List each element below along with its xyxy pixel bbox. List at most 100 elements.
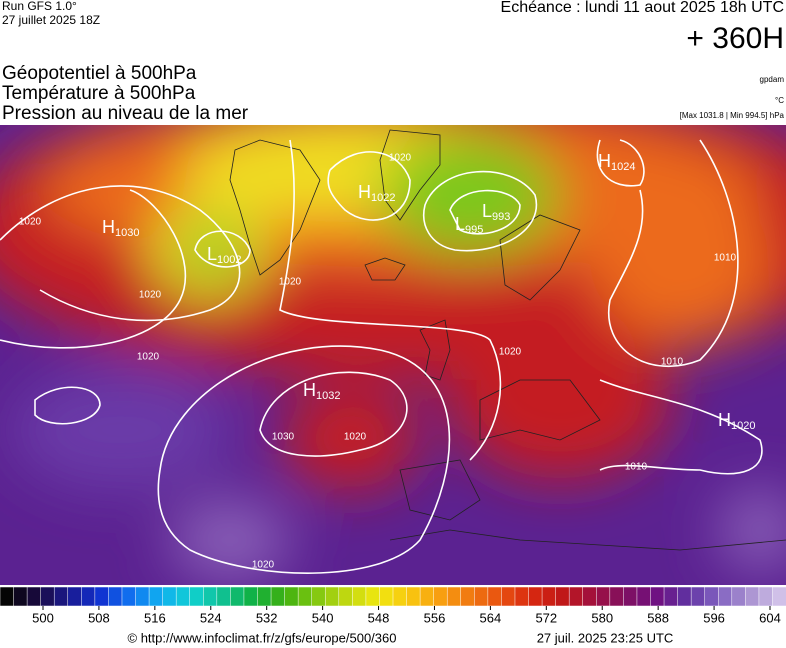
colorbar-tick-label: 588 xyxy=(647,610,669,625)
colorbar-swatch xyxy=(487,586,503,607)
pressure-center: H1024 xyxy=(598,151,635,173)
field-shading xyxy=(0,125,786,580)
colorbar-tick-label: 540 xyxy=(312,610,334,625)
center-letter: H xyxy=(358,182,371,202)
isobar-label: 1010 xyxy=(661,357,684,368)
center-letter: L xyxy=(482,201,492,221)
colorbar-tick-label: 532 xyxy=(256,610,278,625)
colorbar-swatch xyxy=(216,586,232,607)
colorbar-swatch xyxy=(81,586,96,607)
run-date: 27 juillet 2025 18Z xyxy=(2,13,100,27)
colorbar-swatch xyxy=(419,586,435,607)
unit: [Max 1031.8 | Min 994.5] hPa xyxy=(680,111,785,120)
center-value: 1020 xyxy=(731,420,755,432)
run: Run GFS 1.0° xyxy=(2,0,77,13)
colorbar-swatch xyxy=(203,586,218,607)
colorbar-swatch xyxy=(365,586,381,607)
colorbar-swatch xyxy=(352,586,367,607)
colorbar-tick-label: 500 xyxy=(32,610,54,625)
colorbar-swatch xyxy=(446,586,462,607)
center-letter: L xyxy=(207,244,217,264)
center-letter: H xyxy=(303,380,316,400)
isobar-label: 1010 xyxy=(714,253,737,264)
colorbar-tick-label: 572 xyxy=(535,610,557,625)
colorbar-swatch xyxy=(501,586,516,607)
colorbar-swatch xyxy=(324,586,340,607)
colorbar-swatch xyxy=(745,586,760,607)
colorbar-swatch xyxy=(541,586,557,607)
colorbar-swatch xyxy=(0,586,15,607)
isobar-labels: 1020 1020 1020 1020 1020 1030 1020 1020 1010 1010… xyxy=(19,153,737,571)
colorbar-swatch xyxy=(772,586,786,607)
unit: gpdam xyxy=(760,75,785,84)
echeance: Echéance : lundi 11 aout 2025 18h UTC xyxy=(501,0,784,16)
colorbar-swatch xyxy=(162,586,177,607)
colorbar-swatch xyxy=(690,586,706,607)
isobar-label: 1020 xyxy=(344,432,367,443)
pressure-center: L995 xyxy=(455,214,483,236)
colorbar-tick-label: 516 xyxy=(144,610,166,625)
isobar-label: 1020 xyxy=(389,153,412,164)
center-value: 995 xyxy=(465,224,483,236)
colorbar-swatch xyxy=(758,586,774,607)
footer-timestamp: 27 juil. 2025 23:25 UTC xyxy=(537,630,674,645)
colorbar-tick-label: 596 xyxy=(703,610,725,625)
center-value: 1022 xyxy=(371,192,395,204)
colorbar-swatch xyxy=(474,586,489,607)
colorbar: 500 508 516 524 532 540 548 556 564 572 580 588 596 6… xyxy=(0,586,786,625)
colorbar-swatch xyxy=(311,586,326,607)
colorbar-swatch xyxy=(379,586,394,607)
colorbar-swatch xyxy=(121,586,137,607)
colorbar-swatch xyxy=(284,586,299,607)
lead-time: + 360H xyxy=(686,22,784,55)
colorbar-swatch xyxy=(731,586,747,607)
pressure-center: L993 xyxy=(482,201,510,223)
pressure-center: H1030 xyxy=(102,217,139,239)
isobar-label: 1010 xyxy=(625,462,648,473)
colorbar-swatch xyxy=(135,586,150,607)
colorbar-swatch xyxy=(609,586,625,607)
colorbar-swatch xyxy=(433,586,448,607)
colorbar-swatch xyxy=(636,586,652,607)
footer-url: © http://www.infoclimat.fr/z/gfs/europe/… xyxy=(128,630,397,645)
colorbar-tick-label: 604 xyxy=(759,610,781,625)
colorbar-tick-label: 548 xyxy=(368,610,390,625)
colorbar-swatch xyxy=(596,586,611,607)
colorbar-tick-label: 524 xyxy=(200,610,222,625)
colorbar-swatch xyxy=(392,586,408,607)
colorbar-swatch xyxy=(568,586,584,607)
colorbar-swatch xyxy=(406,586,421,607)
center-letter: H xyxy=(718,410,731,430)
colorbar-swatch xyxy=(338,586,354,607)
center-value: 1024 xyxy=(611,161,635,173)
colorbar-tick-label: 556 xyxy=(424,610,446,625)
center-value: 1032 xyxy=(316,390,340,402)
field: Géopotentiel à 500hPa xyxy=(2,63,197,84)
colorbar-swatch xyxy=(13,586,28,607)
pressure-center: H1022 xyxy=(358,182,395,204)
colorbar-swatch xyxy=(582,586,598,607)
pressure-center: H1032 xyxy=(303,380,340,402)
colorbar-swatch xyxy=(555,586,570,607)
center-value: 1030 xyxy=(115,227,139,239)
isobar-label: 1020 xyxy=(139,290,162,301)
colorbar-swatch xyxy=(53,586,69,607)
isobar-label: 1020 xyxy=(252,560,275,571)
colorbar-swatch xyxy=(40,586,55,607)
center-letter: H xyxy=(598,151,611,171)
colorbar-swatch xyxy=(67,586,83,607)
colorbar-swatch xyxy=(270,586,286,607)
colorbar-tick-label: 580 xyxy=(591,610,613,625)
colorbar-swatch xyxy=(175,586,191,607)
colorbar-swatch xyxy=(297,586,313,607)
colorbar-swatch xyxy=(230,586,245,607)
colorbar-swatch xyxy=(26,586,42,607)
isobar-label: 1020 xyxy=(137,352,160,363)
center-value: 993 xyxy=(492,211,510,223)
isobar-label: 1020 xyxy=(279,277,302,288)
pressure-center: L1002 xyxy=(207,244,242,266)
colorbar-swatch xyxy=(623,586,638,607)
